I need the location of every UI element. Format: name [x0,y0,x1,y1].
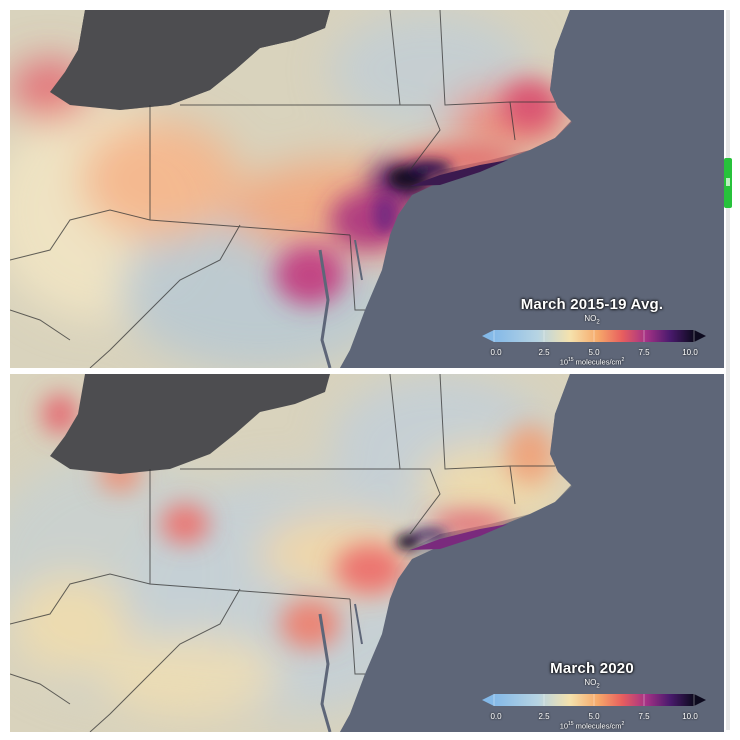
pollutant-label: NO2 [584,678,600,690]
tick-label: 10.0 [682,712,698,721]
units-label: 1015 molecules/cm2 [559,721,625,731]
tick-label: 2.5 [538,712,550,721]
panel-title: March 2015-19 Avg. [520,296,664,313]
tick-label: 5.0 [588,712,600,721]
no2-map [10,10,724,368]
long-island [410,160,508,186]
scrollbar-grip-icon [726,178,730,186]
legend: March 2020 NO2 0.0 2.5 5.0 7.5 10.0 1015… [472,660,712,731]
long-island [410,524,508,550]
atlantic-ocean [340,374,724,732]
chesapeake-bay [318,613,332,732]
colorbar [482,694,706,706]
pollutant-label: NO2 [584,314,600,326]
colorbar [482,330,706,342]
tick-label: 0.0 [490,712,502,721]
units-label: 1015 molecules/cm2 [559,357,625,367]
map-panel-2020: March 2020 NO2 0.0 2.5 5.0 7.5 10.0 1015… [10,374,724,732]
tick-label: 7.5 [638,348,650,357]
scrollbar-track[interactable] [726,10,730,730]
chesapeake-bay [318,249,332,368]
tick-label: 5.0 [588,348,600,357]
map-panel-2015-19: March 2015-19 Avg. NO2 0.0 2.5 5.0 7.5 1… [10,10,724,368]
tick-label: 7.5 [638,712,650,721]
tick-label: 2.5 [538,348,550,357]
atlantic-ocean [340,10,724,368]
state-borders [10,10,555,368]
legend: March 2015-19 Avg. NO2 0.0 2.5 5.0 7.5 1… [472,296,712,367]
state-borders [10,374,555,732]
colorbar-ticks: 0.0 2.5 5.0 7.5 10.0 [472,348,712,358]
tick-label: 0.0 [490,348,502,357]
no2-map [10,374,724,732]
panel-title: March 2020 [550,660,634,677]
lake-ontario [50,374,330,474]
tick-label: 10.0 [682,348,698,357]
colorbar-ticks: 0.0 2.5 5.0 7.5 10.0 [472,712,712,722]
